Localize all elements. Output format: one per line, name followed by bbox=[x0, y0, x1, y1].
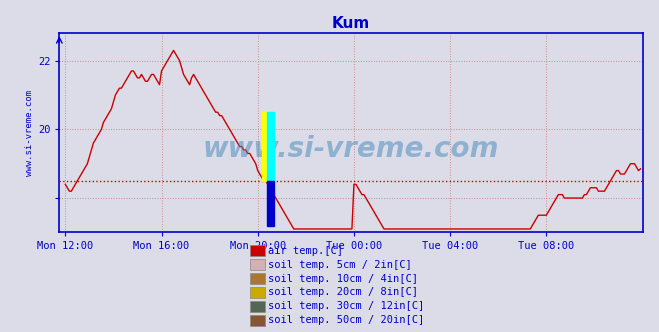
Text: soil temp. 30cm / 12in[C]: soil temp. 30cm / 12in[C] bbox=[268, 301, 424, 311]
Bar bbox=[262, 112, 272, 181]
Title: Kum: Kum bbox=[331, 16, 370, 31]
Text: soil temp. 10cm / 4in[C]: soil temp. 10cm / 4in[C] bbox=[268, 274, 418, 284]
Y-axis label: www.si-vreme.com: www.si-vreme.com bbox=[24, 90, 34, 176]
Bar bbox=[267, 181, 274, 225]
Text: soil temp. 50cm / 20in[C]: soil temp. 50cm / 20in[C] bbox=[268, 315, 424, 325]
Text: www.si-vreme.com: www.si-vreme.com bbox=[203, 135, 499, 163]
Text: soil temp. 20cm / 8in[C]: soil temp. 20cm / 8in[C] bbox=[268, 288, 418, 297]
Text: air temp.[C]: air temp.[C] bbox=[268, 246, 343, 256]
Text: soil temp. 5cm / 2in[C]: soil temp. 5cm / 2in[C] bbox=[268, 260, 412, 270]
Bar bbox=[267, 112, 274, 181]
